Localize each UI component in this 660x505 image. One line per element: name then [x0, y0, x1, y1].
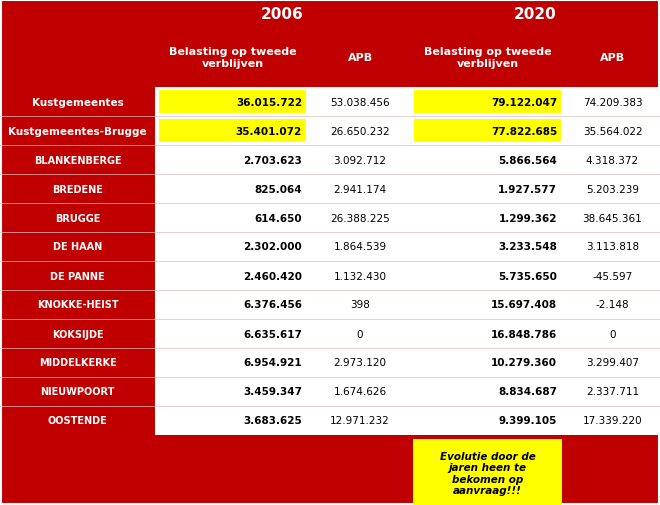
Text: 53.038.456: 53.038.456	[330, 97, 390, 107]
Text: 8.834.687: 8.834.687	[498, 387, 557, 397]
Text: 1.864.539: 1.864.539	[333, 242, 387, 252]
Text: BLANKENBERGE: BLANKENBERGE	[34, 155, 121, 165]
Text: 2020: 2020	[513, 7, 556, 21]
Text: 79.122.047: 79.122.047	[491, 97, 557, 107]
Text: 12.971.232: 12.971.232	[330, 416, 390, 426]
Text: DE PANNE: DE PANNE	[50, 271, 105, 281]
Text: -45.597: -45.597	[593, 271, 633, 281]
Text: NIEUWPOORT: NIEUWPOORT	[40, 387, 115, 397]
Text: 38.645.361: 38.645.361	[583, 213, 642, 223]
Text: OOSTENDE: OOSTENDE	[48, 416, 108, 426]
Bar	[159, 91, 306, 114]
Text: KOKSIJDE: KOKSIJDE	[51, 329, 104, 339]
Text: 3.683.625: 3.683.625	[244, 416, 302, 426]
Text: 3.233.548: 3.233.548	[498, 242, 557, 252]
Text: 9.399.105: 9.399.105	[498, 416, 557, 426]
Text: 5.866.564: 5.866.564	[498, 155, 557, 165]
Text: 2.941.174: 2.941.174	[333, 184, 387, 194]
Text: 5.203.239: 5.203.239	[586, 184, 639, 194]
Bar	[159, 120, 306, 143]
Text: Belasting op tweede
verblijven: Belasting op tweede verblijven	[424, 47, 551, 69]
Text: Kustgemeentes: Kustgemeentes	[32, 97, 123, 107]
Text: 2.337.711: 2.337.711	[586, 387, 639, 397]
Text: 2.703.623: 2.703.623	[243, 155, 302, 165]
Text: 3.092.712: 3.092.712	[333, 155, 387, 165]
Text: 3.299.407: 3.299.407	[586, 358, 639, 368]
Text: Belasting op tweede
verblijven: Belasting op tweede verblijven	[169, 47, 296, 69]
Text: DE HAAN: DE HAAN	[53, 242, 102, 252]
Text: BRUGGE: BRUGGE	[55, 213, 100, 223]
Bar	[414, 120, 561, 143]
Text: 1.674.626: 1.674.626	[333, 387, 387, 397]
Text: Evolutie door de
jaren heen te
bekomen op
aanvraag!!!: Evolutie door de jaren heen te bekomen o…	[440, 450, 535, 495]
Text: 1.927.577: 1.927.577	[498, 184, 557, 194]
Text: 6.376.456: 6.376.456	[243, 300, 302, 310]
Text: 77.822.685: 77.822.685	[491, 126, 557, 136]
Text: APB: APB	[600, 53, 625, 63]
Text: 2.460.420: 2.460.420	[243, 271, 302, 281]
Text: 16.848.786: 16.848.786	[491, 329, 557, 339]
Text: 36.015.722: 36.015.722	[236, 97, 302, 107]
Text: BREDENE: BREDENE	[52, 184, 103, 194]
Text: 6.954.921: 6.954.921	[244, 358, 302, 368]
Text: 1.132.430: 1.132.430	[333, 271, 387, 281]
Bar	[413, 439, 562, 505]
Bar	[414, 91, 561, 114]
Text: 614.650: 614.650	[254, 213, 302, 223]
Text: 26.650.232: 26.650.232	[330, 126, 390, 136]
Text: 26.388.225: 26.388.225	[330, 213, 390, 223]
Text: 74.209.383: 74.209.383	[583, 97, 642, 107]
Text: 3.113.818: 3.113.818	[586, 242, 639, 252]
Text: 0: 0	[357, 329, 363, 339]
Text: 0: 0	[609, 329, 616, 339]
Text: 6.635.617: 6.635.617	[243, 329, 302, 339]
Text: 15.697.408: 15.697.408	[491, 300, 557, 310]
Text: KNOKKE-HEIST: KNOKKE-HEIST	[37, 300, 118, 310]
Text: 2.973.120: 2.973.120	[333, 358, 387, 368]
Text: -2.148: -2.148	[596, 300, 630, 310]
Text: 35.401.072: 35.401.072	[236, 126, 302, 136]
Text: APB: APB	[347, 53, 372, 63]
Text: 10.279.360: 10.279.360	[491, 358, 557, 368]
Text: 825.064: 825.064	[254, 184, 302, 194]
Text: 1.299.362: 1.299.362	[498, 213, 557, 223]
Bar	[155, 88, 660, 435]
Text: MIDDELKERKE: MIDDELKERKE	[39, 358, 116, 368]
Text: 17.339.220: 17.339.220	[583, 416, 642, 426]
Text: 2.302.000: 2.302.000	[244, 242, 302, 252]
Text: 4.318.372: 4.318.372	[586, 155, 639, 165]
Text: Kustgemeentes-Brugge: Kustgemeentes-Brugge	[8, 126, 147, 136]
Text: 2006: 2006	[261, 7, 304, 21]
Text: 35.564.022: 35.564.022	[583, 126, 642, 136]
Text: 398: 398	[350, 300, 370, 310]
Text: 5.735.650: 5.735.650	[498, 271, 557, 281]
Text: 3.459.347: 3.459.347	[243, 387, 302, 397]
